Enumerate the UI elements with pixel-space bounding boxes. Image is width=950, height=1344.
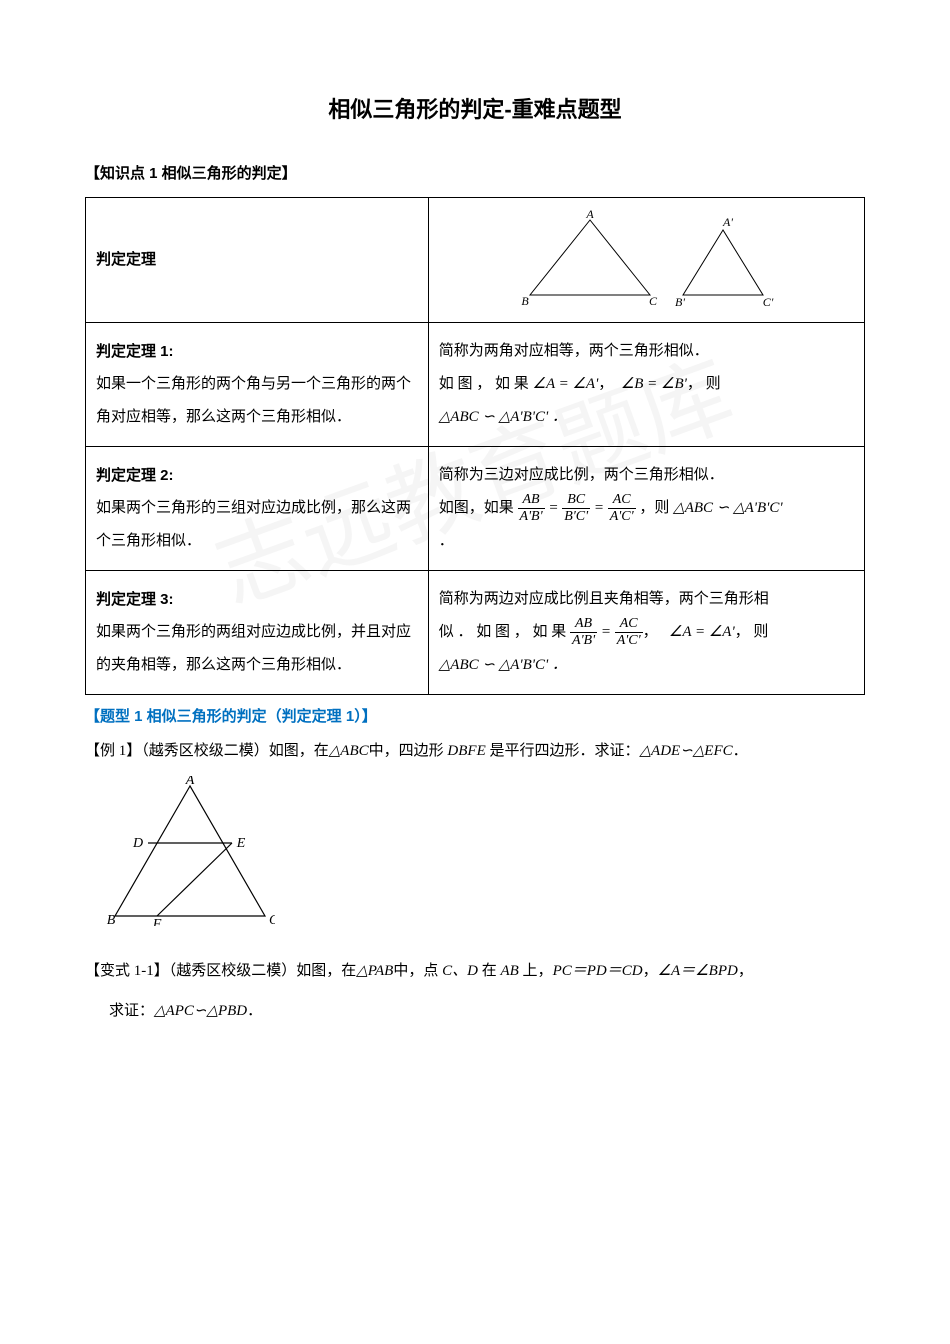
theorem1-left: 判定定理 1: 如果一个三角形的两个角与另一个三角形的两个角对应相等，那么这两个… bbox=[86, 322, 429, 446]
theorem1-right: 简称为两角对应相等，两个三角形相似． 如 图 ， 如 果 ∠A = ∠A'， ∠… bbox=[428, 322, 864, 446]
svg-text:B: B bbox=[521, 294, 529, 308]
svg-text:C: C bbox=[269, 913, 275, 926]
theorem1-title: 判定定理 1: bbox=[96, 335, 418, 368]
svg-text:B': B' bbox=[675, 295, 685, 309]
diagram-cell: A B C A' B' C' bbox=[428, 197, 864, 322]
triangle-aprime-icon: A' B' C' bbox=[668, 210, 778, 310]
theorem2-right: 简称为三边对应成比例，两个三角形相似． 如图，如果 ABA'B' = BCB'C… bbox=[428, 446, 864, 570]
theorem-header-cell: 判定定理 bbox=[86, 197, 429, 322]
table-row: 判定定理 A B C A' B' C' bbox=[86, 197, 865, 322]
theorem2-condition: 如图，如果 ABA'B' = BCB'C' = ACA'C' ，则 △ABC ∽… bbox=[439, 492, 854, 525]
table-row: 判定定理 2: 如果两个三角形的三组对应边成比例，那么这两个三角形相似． 简称为… bbox=[86, 446, 865, 570]
example1-text: 【例 1】（越秀区校级二模）如图，在△ABC中，四边形 DBFE 是平行四边形．… bbox=[85, 736, 865, 766]
svg-text:E: E bbox=[236, 836, 246, 851]
theorem2-text: 如果两个三角形的三组对应边成比例，那么这两个三角形相似． bbox=[96, 492, 418, 558]
svg-text:C': C' bbox=[763, 295, 774, 309]
theorem3-condition: 似 ． 如 图 ， 如 果 ABA'B' = ACA'C'， ∠A = ∠A'，… bbox=[439, 616, 854, 649]
svg-text:D: D bbox=[132, 836, 143, 851]
theorem2-short: 简称为三边对应成比例，两个三角形相似． bbox=[439, 459, 854, 492]
svg-text:A: A bbox=[585, 210, 594, 221]
theorem2-left: 判定定理 2: 如果两个三角形的三组对应边成比例，那么这两个三角形相似． bbox=[86, 446, 429, 570]
theorem3-conclusion: △ABC ∽ △A'B'C' ． bbox=[439, 649, 854, 682]
theorem3-right: 简称为两边对应成比例且夹角相等，两个三角形相 似 ． 如 图 ， 如 果 ABA… bbox=[428, 570, 864, 694]
variant1-line2: 求证：△APC∽△PBD． bbox=[85, 996, 865, 1026]
svg-text:F: F bbox=[152, 917, 162, 926]
table-row: 判定定理 3: 如果两个三角形的两组对应边成比例，并且对应的夹角相等，那么这两个… bbox=[86, 570, 865, 694]
section-type-header: 【题型 1 相似三角形的判定（判定定理 1）】 bbox=[85, 703, 865, 730]
svg-text:B: B bbox=[107, 913, 116, 926]
theorem3-left: 判定定理 3: 如果两个三角形的两组对应边成比例，并且对应的夹角相等，那么这两个… bbox=[86, 570, 429, 694]
variant1-text: 【变式 1-1】（越秀区校级二模）如图，在△PAB中，点 C、D 在 AB 上，… bbox=[85, 956, 865, 986]
theorem3-title: 判定定理 3: bbox=[96, 583, 418, 616]
theorem3-short: 简称为两边对应成比例且夹角相等，两个三角形相 bbox=[439, 583, 854, 616]
theorem3-text: 如果两个三角形的两组对应边成比例，并且对应的夹角相等，那么这两个三角形相似． bbox=[96, 616, 418, 682]
svg-text:C: C bbox=[648, 294, 657, 308]
example1-triangle-icon: A B C D E F bbox=[105, 776, 275, 926]
theorem1-text: 如果一个三角形的两个角与另一个三角形的两个角对应相等，那么这两个三角形相似． bbox=[96, 368, 418, 434]
example1-diagram: A B C D E F bbox=[105, 776, 865, 936]
svg-text:A: A bbox=[185, 776, 195, 788]
theorem-header-label: 判定定理 bbox=[96, 251, 156, 268]
table-row: 判定定理 1: 如果一个三角形的两个角与另一个三角形的两个角对应相等，那么这两个… bbox=[86, 322, 865, 446]
theorem2-end: ． bbox=[439, 525, 854, 558]
knowledge-header: 【知识点 1 相似三角形的判定】 bbox=[85, 160, 865, 187]
theorem2-title: 判定定理 2: bbox=[96, 459, 418, 492]
theorem-table: 判定定理 A B C A' B' C' 判定定理 1: 如果一个三角形的两个角与… bbox=[85, 197, 865, 695]
theorem1-condition: 如 图 ， 如 果 ∠A = ∠A'， ∠B = ∠B'， 则 bbox=[439, 368, 854, 401]
page-title: 相似三角形的判定-重难点题型 bbox=[85, 90, 865, 130]
svg-text:A': A' bbox=[722, 215, 733, 229]
triangle-abc-icon: A B C bbox=[515, 210, 665, 310]
page-content: 相似三角形的判定-重难点题型 【知识点 1 相似三角形的判定】 判定定理 A B… bbox=[85, 90, 865, 1026]
theorem1-short: 简称为两角对应相等，两个三角形相似． bbox=[439, 335, 854, 368]
theorem1-conclusion: △ABC ∽ △A'B'C' ． bbox=[439, 401, 854, 434]
